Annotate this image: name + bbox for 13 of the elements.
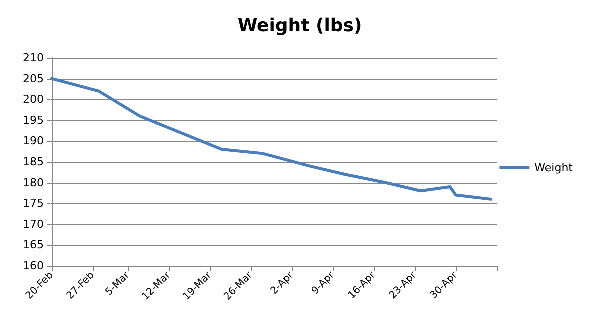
y-tick-label: 185 xyxy=(23,156,44,168)
y-tick-label: 175 xyxy=(23,197,44,210)
legend-label: Weight xyxy=(534,162,574,174)
y-tick-label: 180 xyxy=(23,176,44,190)
chart-title: Weight (lbs) xyxy=(238,16,362,36)
y-tick-label: 195 xyxy=(23,114,44,127)
y-tick-label: 205 xyxy=(23,72,44,86)
y-tick-label: 200 xyxy=(23,93,44,106)
y-tick-label: 210 xyxy=(23,52,44,64)
y-tick-label: 170 xyxy=(23,218,44,231)
y-tick-label: 190 xyxy=(23,134,44,148)
y-tick-label: 160 xyxy=(23,260,44,272)
y-tick-label: 165 xyxy=(23,238,44,252)
